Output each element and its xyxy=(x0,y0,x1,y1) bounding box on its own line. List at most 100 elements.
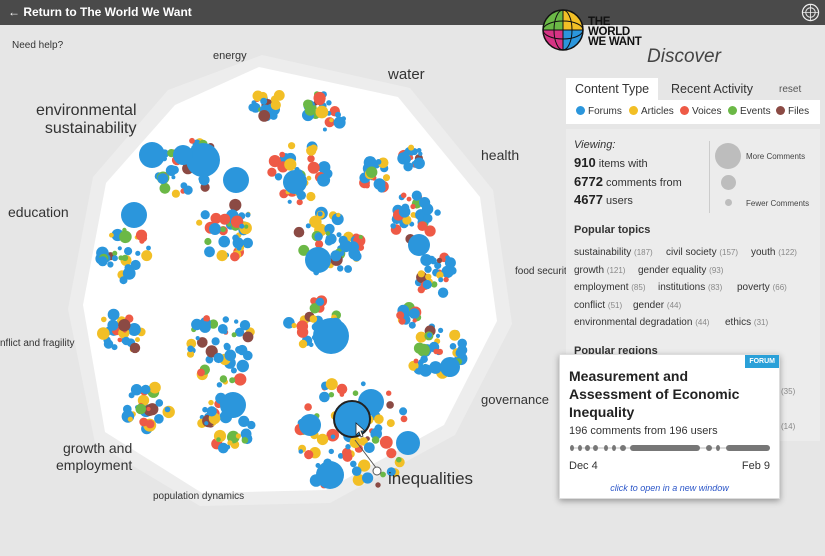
content-bubble[interactable] xyxy=(363,442,375,453)
content-bubble[interactable] xyxy=(305,223,311,229)
content-bubble[interactable] xyxy=(396,431,420,455)
content-bubble[interactable] xyxy=(216,437,221,442)
content-bubble[interactable] xyxy=(239,223,245,229)
legend-events[interactable]: Events xyxy=(728,106,771,117)
topic-institutions[interactable]: institutions (83) xyxy=(658,282,723,293)
content-bubble[interactable] xyxy=(229,377,236,384)
content-bubble[interactable] xyxy=(386,448,397,459)
content-bubble[interactable] xyxy=(380,471,386,478)
content-bubble[interactable] xyxy=(232,234,240,242)
content-bubble[interactable] xyxy=(121,202,147,228)
content-bubble[interactable] xyxy=(349,436,361,448)
content-bubble[interactable] xyxy=(422,254,432,265)
content-bubble[interactable] xyxy=(304,450,314,460)
content-bubble[interactable] xyxy=(339,392,345,397)
topic-employment[interactable]: employment (85) xyxy=(574,282,646,293)
content-bubble[interactable] xyxy=(377,184,386,193)
content-bubble[interactable] xyxy=(449,343,457,350)
axis-label-inequalities[interactable]: inequalities xyxy=(388,469,474,488)
content-bubble[interactable] xyxy=(230,367,237,374)
content-bubble[interactable] xyxy=(135,229,148,241)
content-bubble[interactable] xyxy=(258,110,271,122)
content-bubble[interactable] xyxy=(197,337,208,348)
content-bubble[interactable] xyxy=(328,448,334,455)
content-bubble[interactable] xyxy=(220,392,246,418)
content-bubble[interactable] xyxy=(408,321,416,329)
content-bubble[interactable] xyxy=(375,482,381,488)
content-bubble[interactable] xyxy=(402,215,412,225)
content-bubble[interactable] xyxy=(122,267,136,280)
content-bubble[interactable] xyxy=(227,222,232,227)
topic-gender-equality[interactable]: gender equality (93) xyxy=(638,265,724,276)
content-bubble[interactable] xyxy=(315,240,324,249)
content-bubble[interactable] xyxy=(223,342,230,350)
content-bubble[interactable] xyxy=(315,297,325,306)
content-bubble[interactable] xyxy=(135,250,141,256)
return-link[interactable]: ← Return to The World We Want xyxy=(8,5,192,19)
content-bubble[interactable] xyxy=(383,174,390,182)
legend-forums[interactable]: Forums xyxy=(576,106,622,117)
content-bubble[interactable] xyxy=(117,246,122,251)
content-bubble[interactable] xyxy=(112,250,118,256)
legend-files[interactable]: Files xyxy=(776,106,809,117)
content-bubble[interactable] xyxy=(410,212,417,218)
content-bubble[interactable] xyxy=(351,251,362,262)
content-bubble[interactable] xyxy=(224,349,237,362)
content-bubble[interactable] xyxy=(408,144,415,151)
content-bubble[interactable] xyxy=(97,327,110,340)
content-bubble[interactable] xyxy=(213,352,224,364)
content-bubble[interactable] xyxy=(186,143,220,177)
content-bubble[interactable] xyxy=(304,403,312,411)
content-bubble[interactable] xyxy=(130,384,143,396)
content-bubble[interactable] xyxy=(187,345,194,353)
content-bubble[interactable] xyxy=(317,173,331,187)
content-bubble[interactable] xyxy=(197,368,205,377)
content-bubble[interactable] xyxy=(319,391,330,403)
content-bubble[interactable] xyxy=(417,270,425,278)
content-bubble[interactable] xyxy=(173,145,193,165)
content-bubble[interactable] xyxy=(429,361,442,374)
content-bubble[interactable] xyxy=(313,318,349,354)
content-bubble[interactable] xyxy=(124,247,133,256)
content-bubble[interactable] xyxy=(399,407,408,416)
content-bubble[interactable] xyxy=(370,159,377,167)
content-bubble[interactable] xyxy=(434,261,442,270)
content-bubble[interactable] xyxy=(242,237,253,249)
content-bubble[interactable] xyxy=(202,406,208,413)
axis-label-water[interactable]: water xyxy=(388,66,425,83)
content-bubble[interactable] xyxy=(196,219,203,226)
content-bubble[interactable] xyxy=(235,433,241,439)
content-bubble[interactable] xyxy=(315,105,329,119)
content-bubble[interactable] xyxy=(222,329,228,335)
content-bubble[interactable] xyxy=(350,460,357,468)
axis-label-environmental-sustainability[interactable]: environmental sustainability xyxy=(36,102,137,137)
content-bubble[interactable] xyxy=(427,332,433,338)
content-bubble[interactable] xyxy=(140,384,151,395)
content-bubble[interactable] xyxy=(129,323,141,335)
content-bubble[interactable] xyxy=(371,436,380,444)
content-bubble[interactable] xyxy=(307,155,315,163)
content-bubble[interactable] xyxy=(244,224,249,229)
content-bubble[interactable] xyxy=(218,235,230,248)
content-bubble[interactable] xyxy=(408,234,430,256)
axis-label-food-security[interactable]: food securit xyxy=(515,266,567,277)
content-bubble[interactable] xyxy=(398,318,406,325)
content-bubble[interactable] xyxy=(322,127,327,132)
content-bubble[interactable] xyxy=(309,144,318,153)
content-bubble[interactable] xyxy=(206,406,217,417)
content-bubble[interactable] xyxy=(457,345,468,356)
content-bubble[interactable] xyxy=(358,235,363,239)
content-bubble[interactable] xyxy=(344,265,352,273)
open-new-window-link[interactable]: click to open in a new window xyxy=(610,483,729,493)
content-bubble[interactable] xyxy=(413,157,425,170)
content-bubble[interactable] xyxy=(208,319,219,329)
legend-voices[interactable]: Voices xyxy=(680,106,721,117)
content-bubble[interactable] xyxy=(135,403,147,415)
content-bubble[interactable] xyxy=(141,250,153,262)
content-bubble[interactable] xyxy=(314,232,323,241)
content-bubble[interactable] xyxy=(324,117,335,128)
content-bubble[interactable] xyxy=(121,254,129,262)
content-bubble[interactable] xyxy=(417,221,428,232)
content-bubble[interactable] xyxy=(306,175,312,181)
un-emblem-icon[interactable] xyxy=(801,3,820,22)
